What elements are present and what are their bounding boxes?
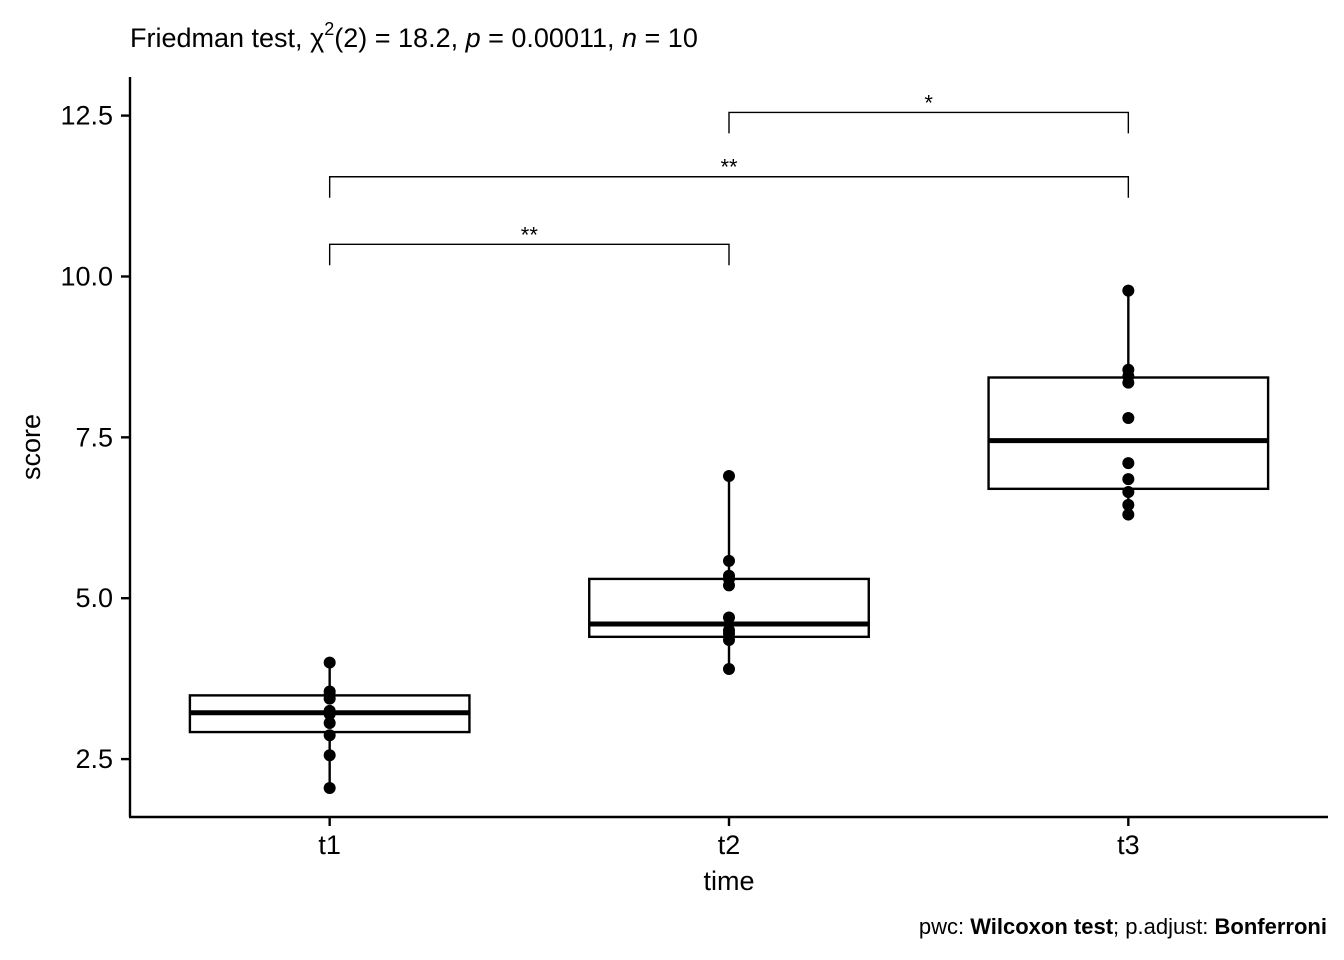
chart-caption: pwc: Wilcoxon test; p.adjust: Bonferroni [919, 914, 1327, 939]
data-point [723, 611, 735, 624]
title-prefix: Friedman test, [130, 23, 310, 53]
data-point [723, 569, 735, 582]
caption-middle: ; p.adjust: [1113, 914, 1215, 939]
data-point [323, 704, 336, 717]
data-point [723, 554, 735, 567]
x-axis-label: time [703, 866, 754, 896]
title-chi-superscript: 2 [324, 19, 334, 39]
data-point [1122, 363, 1135, 376]
x-tick-label: t3 [1117, 830, 1140, 860]
y-tick-label: 7.5 [75, 422, 113, 452]
data-point [323, 717, 336, 730]
data-point [1122, 486, 1135, 499]
title-chi-symbol: χ [310, 23, 324, 53]
title-chi-df: (2) = 18.2, [334, 23, 465, 53]
data-point [323, 656, 336, 669]
x-tick-label: t1 [318, 830, 341, 860]
comparison-bracket [328, 176, 1130, 198]
y-tick-label: 5.0 [75, 583, 113, 613]
data-point [723, 624, 735, 637]
caption-test: Wilcoxon test [970, 914, 1113, 939]
data-point [323, 729, 336, 742]
significance-label: * [924, 90, 933, 115]
data-point [1122, 412, 1135, 425]
significance-label: ** [720, 155, 738, 180]
data-point [323, 782, 336, 795]
data-point [323, 685, 336, 698]
x-tick-label: t2 [718, 830, 741, 860]
box-series [188, 290, 1270, 789]
caption-prefix: pwc: [919, 914, 970, 939]
title-n-symbol: n [622, 23, 637, 53]
title-p-value: = 0.00011, [481, 23, 622, 53]
box-body [987, 376, 1270, 491]
comparison-bracket [728, 111, 1130, 134]
chart-title: Friedman test, χ2(2) = 18.2, p = 0.00011… [130, 19, 698, 53]
data-point [1122, 284, 1135, 297]
y-tick-label: 2.5 [75, 744, 113, 774]
title-p-symbol: p [465, 23, 481, 53]
title-n-value: = 10 [637, 23, 698, 53]
data-point [1122, 457, 1135, 470]
y-axis-ticks: 2.5 5.0 7.5 10.0 12.5 [60, 101, 130, 774]
comparison-brackets: ***** [328, 90, 1130, 266]
y-tick-label: 12.5 [60, 101, 113, 131]
comparison-bracket [328, 243, 730, 266]
significance-label: ** [521, 222, 539, 247]
data-point [723, 663, 735, 675]
point-series [323, 284, 1135, 795]
y-tick-label: 10.0 [60, 261, 113, 291]
data-point [1122, 508, 1135, 521]
data-point [1122, 498, 1135, 511]
caption-adjust: Bonferroni [1215, 914, 1327, 939]
data-point [1122, 473, 1135, 486]
y-axis-label: score [16, 414, 46, 480]
data-point [323, 749, 336, 762]
x-axis-ticks: t1 t2 t3 [318, 817, 1140, 860]
data-point [723, 469, 735, 482]
